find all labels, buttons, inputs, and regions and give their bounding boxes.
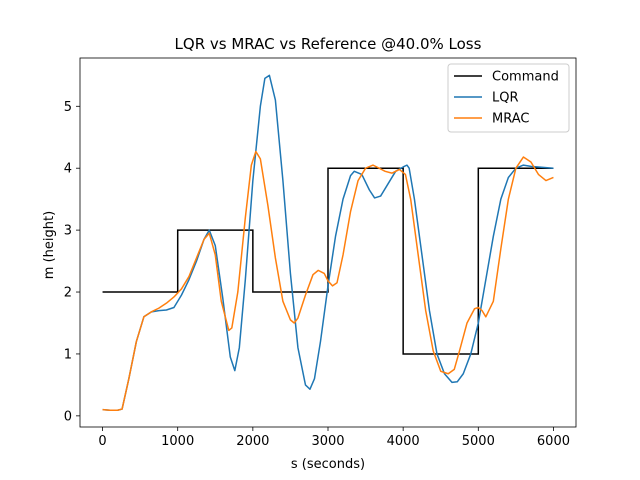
x-tick-label: 3000 [311, 434, 344, 449]
chart-title: LQR vs MRAC vs Reference @40.0% Loss [175, 35, 482, 53]
legend-label-mrac: MRAC [492, 112, 529, 127]
y-tick-label: 1 [64, 347, 72, 362]
y-tick-label: 2 [64, 286, 72, 301]
series-line-lqr [102, 74, 554, 412]
x-tick-label: 6000 [537, 434, 570, 449]
x-tick-label: 5000 [462, 434, 495, 449]
legend-label-lqr: LQR [492, 91, 519, 106]
x-axis-label: s (seconds) [291, 457, 365, 472]
legend-label-command: Command [492, 70, 559, 85]
y-axis-label: m (height) [42, 211, 57, 279]
x-tick-label: 4000 [387, 434, 420, 449]
x-tick-label: 2000 [236, 434, 269, 449]
x-tick-label: 0 [98, 434, 106, 449]
y-tick-label: 0 [64, 409, 72, 424]
plot-area: 0 1000 2000 3000 4000 5000 6000 0 1 2 3 4 5 [64, 57, 577, 449]
y-tick-label: 4 [64, 162, 72, 177]
y-tick-label: 5 [64, 100, 72, 115]
legend-box [447, 63, 570, 133]
x-tick-label: 1000 [161, 434, 194, 449]
legend: Command LQR MRAC [447, 63, 570, 133]
y-tick-label: 3 [64, 224, 72, 239]
series-line-mrac [102, 150, 554, 412]
